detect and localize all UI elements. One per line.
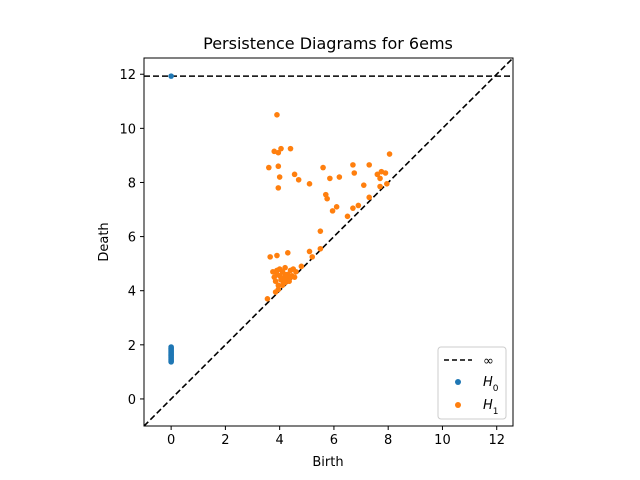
point-h1 bbox=[350, 162, 356, 168]
legend-frame bbox=[437, 346, 507, 420]
x-tick-label: 4 bbox=[276, 433, 284, 448]
point-h1 bbox=[377, 175, 383, 182]
point-h1 bbox=[350, 205, 356, 211]
point-h1 bbox=[275, 149, 282, 156]
y-tick-label: 10 bbox=[119, 122, 136, 137]
point-h1 bbox=[306, 181, 313, 187]
legend-h0-label: H0 bbox=[483, 375, 499, 394]
point-h1 bbox=[287, 274, 294, 280]
plot-frame bbox=[143, 57, 514, 427]
point-h1 bbox=[317, 228, 324, 234]
point-h1 bbox=[275, 185, 282, 191]
point-h1 bbox=[336, 174, 343, 180]
point-h1 bbox=[291, 274, 298, 280]
point-h1 bbox=[267, 254, 273, 260]
legend-h0-marker bbox=[455, 379, 461, 385]
point-h1 bbox=[374, 171, 381, 178]
y-tick-label: 0 bbox=[128, 393, 136, 408]
point-h1 bbox=[282, 271, 288, 278]
point-h1 bbox=[295, 176, 302, 183]
point-h1 bbox=[317, 245, 324, 252]
point-h1 bbox=[327, 175, 333, 182]
x-tick-label: 8 bbox=[384, 433, 392, 448]
y-tick-label: 2 bbox=[128, 339, 136, 354]
point-h1 bbox=[351, 170, 358, 176]
point-h1 bbox=[276, 174, 283, 180]
point-h1 bbox=[329, 208, 336, 214]
chart-title: Persistence Diagrams for 6ems bbox=[203, 34, 453, 53]
point-h1 bbox=[272, 278, 279, 285]
x-tick-label: 0 bbox=[167, 433, 175, 448]
point-h1 bbox=[266, 164, 272, 171]
legend-h1-marker bbox=[455, 402, 461, 408]
y-tick-label: 8 bbox=[128, 176, 136, 191]
point-h1 bbox=[309, 254, 316, 260]
point-h1 bbox=[282, 279, 288, 286]
point-h1 bbox=[306, 248, 313, 255]
point-h1 bbox=[275, 163, 282, 170]
y-tick-label: 6 bbox=[128, 231, 136, 246]
y-tick-label: 12 bbox=[119, 68, 136, 83]
x-axis-ticks: 0 2 4 6 8 10 12 bbox=[167, 426, 505, 448]
point-h1 bbox=[386, 151, 393, 157]
y-axis-label: Death bbox=[97, 222, 112, 261]
point-h1 bbox=[274, 112, 280, 118]
point-h0 bbox=[168, 73, 174, 79]
reference-lines bbox=[144, 58, 513, 426]
point-h1 bbox=[360, 182, 367, 188]
point-h1 bbox=[287, 145, 294, 152]
point-h1 bbox=[355, 202, 362, 209]
x-tick-label: 2 bbox=[221, 433, 229, 448]
point-h1 bbox=[282, 264, 288, 271]
x-tick-label: 12 bbox=[488, 433, 505, 448]
data-points bbox=[168, 73, 393, 365]
plot-area bbox=[143, 57, 514, 427]
x-tick-label: 10 bbox=[434, 433, 451, 448]
point-h0 bbox=[168, 359, 174, 365]
legend-infinity-label: ∞ bbox=[483, 354, 494, 369]
point-h1 bbox=[333, 204, 340, 210]
diagonal-line bbox=[144, 58, 513, 426]
point-h1 bbox=[278, 145, 284, 152]
point-h1 bbox=[285, 250, 291, 256]
x-tick-label: 6 bbox=[330, 433, 338, 448]
legend-h1-label: H1 bbox=[483, 398, 499, 417]
y-tick-label: 4 bbox=[128, 285, 136, 300]
point-h1 bbox=[324, 195, 330, 202]
point-h1 bbox=[382, 170, 389, 176]
point-h1 bbox=[264, 296, 271, 302]
point-h1 bbox=[366, 162, 372, 168]
legend: ∞ H0 H1 bbox=[437, 346, 507, 420]
point-h1 bbox=[384, 181, 390, 187]
point-h1 bbox=[291, 171, 298, 178]
point-h1 bbox=[293, 268, 299, 275]
point-h1 bbox=[274, 252, 280, 259]
point-h1 bbox=[298, 263, 305, 270]
point-h1 bbox=[377, 183, 383, 190]
point-h1 bbox=[279, 275, 286, 282]
point-h1 bbox=[344, 213, 351, 220]
point-h1 bbox=[366, 194, 372, 201]
x-axis-label: Birth bbox=[312, 455, 343, 470]
point-h1 bbox=[320, 164, 326, 171]
y-axis-ticks: 0 2 4 6 8 10 12 bbox=[119, 68, 144, 408]
point-h1 bbox=[272, 289, 279, 295]
point-h1 bbox=[275, 282, 282, 289]
